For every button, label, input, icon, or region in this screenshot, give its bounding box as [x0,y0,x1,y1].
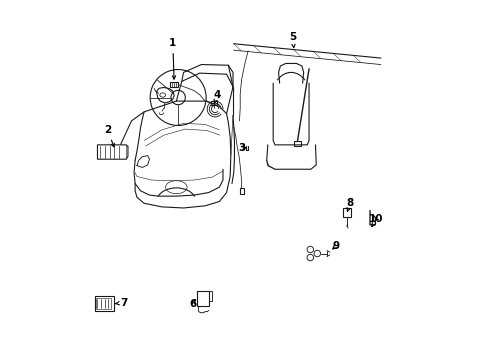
Text: 2: 2 [103,125,114,147]
Text: 6: 6 [189,299,196,309]
Text: 3: 3 [238,143,245,153]
Text: 7: 7 [115,298,128,308]
Bar [197,291,208,306]
Bar [96,298,110,309]
Bar [94,296,114,311]
Bar [343,208,350,217]
Text: 10: 10 [368,214,383,227]
Text: 4: 4 [213,90,221,103]
Text: 1: 1 [169,38,176,79]
Text: 5: 5 [289,32,296,48]
Text: 8: 8 [346,198,353,211]
Bar [293,140,301,145]
Bar [211,101,217,105]
Text: 9: 9 [332,241,339,251]
Bar [239,188,244,194]
Bar [170,82,178,87]
